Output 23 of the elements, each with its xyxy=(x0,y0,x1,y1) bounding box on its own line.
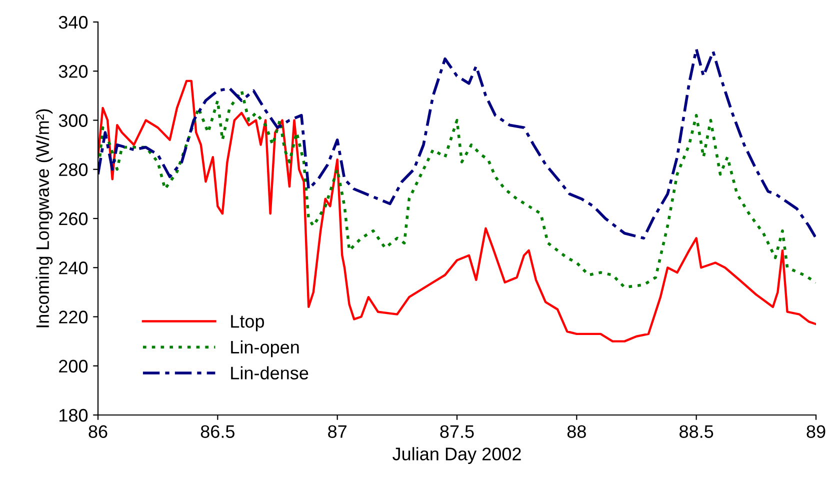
x-tick-label: 88.5 xyxy=(680,425,714,438)
x-tick-label: 88 xyxy=(567,425,586,438)
x-tick-label: 86 xyxy=(88,425,108,438)
y-tick-label: 220 xyxy=(59,310,88,324)
y-tick-label: 260 xyxy=(59,212,88,226)
y-tick-label: 240 xyxy=(59,262,88,274)
x-tick-label: 89 xyxy=(806,425,826,438)
y-tick-label: 340 xyxy=(58,16,88,29)
y-tick-label: 320 xyxy=(58,65,88,78)
y-tick-label: 180 xyxy=(60,408,88,422)
legend-label: Lin-open xyxy=(231,340,299,358)
line-series xyxy=(98,48,816,240)
y-tick-label: 300 xyxy=(58,114,88,127)
y-tick-label: 280 xyxy=(59,163,88,176)
x-tick-label: 87 xyxy=(328,425,346,438)
y-tick-label: 200 xyxy=(59,360,88,373)
line-series xyxy=(98,89,816,289)
x-tick-label: 87.5 xyxy=(440,425,474,438)
x-tick-label: 86.5 xyxy=(200,425,234,438)
y-axis-title: Incoming Longwave (W/m²) xyxy=(36,109,53,328)
legend-label: Lin-dense xyxy=(231,366,308,380)
x-axis-title: Julian Day 2002 xyxy=(392,447,521,464)
legend-label: Ltop xyxy=(231,315,264,332)
